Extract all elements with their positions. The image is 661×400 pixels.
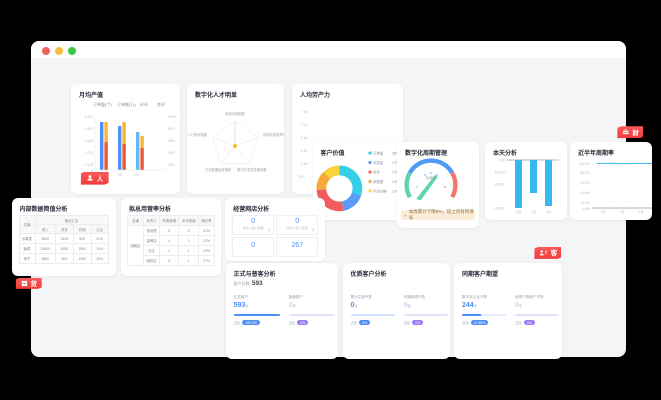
svg-text:70: 70 [436,175,439,177]
svg-text:行业数据运营指数: 行业数据运营指数 [205,167,232,172]
svg-text:1,135: 1,135 [85,163,93,167]
svg-text:2,270: 2,270 [85,151,93,155]
svg-text:5.92: 5.92 [301,149,308,153]
svg-text:3月: 3月 [134,173,139,177]
svg-text:2月: 2月 [531,210,536,214]
svg-text:20.0%: 20.0% [581,201,590,205]
svg-text:-400.00: -400.00 [494,207,505,211]
svg-text:5,677: 5,677 [85,115,93,119]
svg-text:0.00: 0.00 [499,159,506,163]
svg-text:订单额(万): 订单额(万) [117,101,136,107]
svg-text:网络人力资本指数: 网络人力资本指数 [187,132,208,137]
svg-text:5.55: 5.55 [301,162,308,166]
svg-text:60.0%: 60.0% [581,181,590,185]
svg-text:1月: 1月 [638,210,643,214]
svg-text:利润空间指数: 利润空间指数 [225,111,245,116]
svg-text:40.0%: 40.0% [581,191,590,195]
svg-text:平均价格: 平均价格 [373,189,387,194]
svg-text:3月: 3月 [546,210,551,214]
svg-text:订单量: 订单量 [373,151,384,156]
svg-text:1月: 1月 [600,210,605,214]
svg-text:销售额: 销售额 [373,179,384,184]
svg-text:100.0%: 100.0% [579,162,590,166]
svg-text:20%: 20% [168,163,175,167]
svg-text:数字开发成熟度指数: 数字开发成熟度指数 [237,167,267,172]
svg-text:100%: 100% [168,115,177,119]
svg-text:0.0%: 0.0% [582,207,590,211]
svg-text:60: 60 [416,185,419,189]
svg-text:4,541: 4,541 [85,127,93,131]
svg-text:1月: 1月 [516,210,521,214]
svg-text:好评: 好评 [140,101,148,107]
svg-text:好评: 好评 [373,170,380,175]
svg-text:3,406: 3,406 [85,139,93,143]
svg-text:-100.00: -100.00 [494,171,505,175]
svg-text:7月: 7月 [619,210,624,214]
svg-text:90: 90 [444,185,447,189]
svg-text:差评: 差评 [157,101,165,107]
svg-text:-200.00: -200.00 [494,183,505,187]
svg-text:内部利用效率指数: 内部利用效率指数 [263,132,284,137]
svg-text:5.20: 5.20 [298,175,305,179]
svg-text:50: 50 [430,173,433,175]
svg-text:5.65: 5.65 [301,136,308,140]
svg-text:浏览量: 浏览量 [373,160,384,165]
svg-text:7.50: 7.50 [301,110,308,114]
svg-text:40%: 40% [168,151,175,155]
svg-text:7.12: 7.12 [301,123,308,127]
svg-text:订单量(个): 订单量(个) [93,101,112,107]
svg-text:80%: 80% [168,127,175,131]
svg-text:60%: 60% [168,139,175,143]
svg-text:2月: 2月 [117,173,122,177]
svg-text:80.0%: 80.0% [581,171,590,175]
